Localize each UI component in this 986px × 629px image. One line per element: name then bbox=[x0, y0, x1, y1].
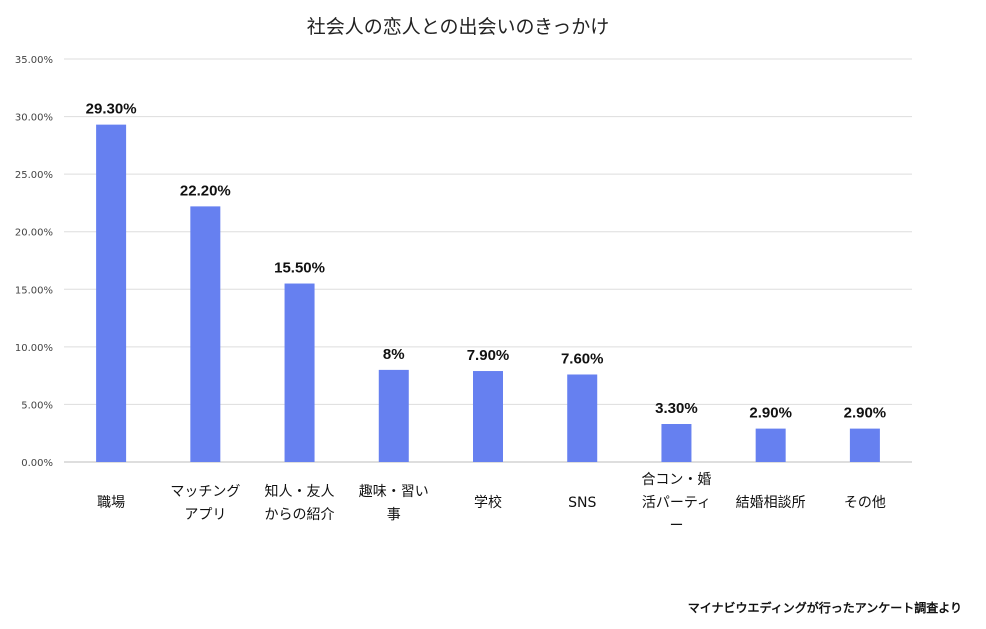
y-tick-label: 30.00% bbox=[15, 113, 53, 124]
category-label: 合コン・婚 bbox=[641, 472, 711, 488]
value-label: 29.30% bbox=[86, 101, 137, 118]
category-label: 活パーティ bbox=[642, 495, 711, 511]
y-tick-label: 0.00% bbox=[21, 458, 53, 469]
value-label: 2.90% bbox=[749, 405, 792, 422]
bar bbox=[849, 428, 880, 462]
y-tick-label: 10.00% bbox=[15, 343, 53, 354]
category-label: 職場 bbox=[97, 495, 125, 511]
bar bbox=[661, 424, 692, 462]
y-tick-label: 20.00% bbox=[15, 228, 53, 239]
category-label: 学校 bbox=[474, 494, 502, 511]
value-label: 2.90% bbox=[844, 405, 887, 422]
bars bbox=[96, 124, 880, 462]
bar bbox=[567, 374, 598, 462]
category-label: 事 bbox=[387, 507, 401, 523]
category-label: からの紹介 bbox=[265, 507, 335, 523]
category-label: 趣味・習い bbox=[359, 484, 429, 500]
value-label: 3.30% bbox=[655, 400, 698, 417]
value-labels: 29.30% 22.20% 15.50% 8% 7.90% 7.60% 3.30% 2.90%… bbox=[86, 101, 886, 422]
y-axis-ticks: 0.00% 5.00% 10.00% 15.00% 20.00% 25.00% 30.00%… bbox=[15, 55, 53, 469]
value-label: 22.20% bbox=[180, 182, 231, 199]
y-tick-label: 5.00% bbox=[21, 400, 53, 411]
category-label: 知人・友人 bbox=[265, 483, 335, 500]
value-label: 7.90% bbox=[467, 347, 510, 364]
category-label: マッチング bbox=[170, 484, 240, 500]
y-tick-label: 35.00% bbox=[15, 55, 53, 66]
value-label: 7.60% bbox=[561, 350, 604, 367]
bar bbox=[755, 428, 786, 462]
value-label: 15.50% bbox=[274, 260, 325, 277]
source-note: マイナビウエディングが行ったアンケート調査より bbox=[687, 601, 962, 615]
bar bbox=[473, 371, 503, 462]
bar bbox=[96, 124, 127, 462]
bar bbox=[190, 206, 221, 462]
category-label: 結婚相談所 bbox=[736, 495, 806, 511]
category-label: ー bbox=[669, 518, 683, 534]
y-tick-label: 25.00% bbox=[15, 170, 53, 181]
category-label: その他 bbox=[844, 495, 886, 511]
chart-title: 社会人の恋人との出会いのきっかけ bbox=[306, 16, 610, 38]
category-label: アプリ bbox=[184, 507, 226, 523]
bar bbox=[284, 283, 315, 462]
y-tick-label: 15.00% bbox=[15, 285, 53, 296]
value-label: 8% bbox=[383, 346, 405, 363]
category-label: SNS bbox=[568, 495, 596, 511]
bar bbox=[378, 369, 409, 462]
